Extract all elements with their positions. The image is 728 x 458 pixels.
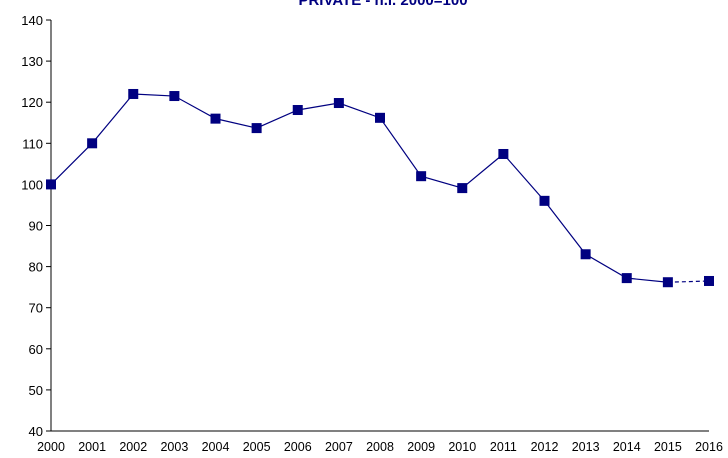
marker [251,123,262,134]
y-tick-label: 80 [29,260,43,275]
x-tick-label: 2000 [37,440,65,454]
x-tick-label: 2015 [654,440,682,454]
y-tick-label: 100 [21,177,43,192]
y-tick-label: 40 [29,424,43,439]
x-tick-label: 2011 [490,440,517,454]
x-tick-label: 2008 [366,440,394,454]
y-tick-label: 90 [29,219,43,234]
x-tick-label: 2007 [325,440,353,454]
y-tick-label: 70 [29,301,43,316]
y-tick-label: 130 [21,54,43,69]
marker [169,91,180,102]
chart-title: PRIVATE - n.i. 2000=100 [298,0,467,9]
y-tick-label: 60 [29,342,43,357]
x-tick-label: 2003 [160,440,188,454]
x-tick-label: 2004 [202,440,230,454]
x-tick-label: 2012 [531,440,559,454]
marker [539,195,550,206]
series-line [50,93,668,283]
marker [580,249,591,260]
series-line-dashed [667,280,710,283]
marker [375,112,385,123]
marker [333,98,344,109]
y-tick-label: 50 [29,383,43,398]
x-tick-label: 2002 [119,440,147,454]
marker [210,113,221,124]
x-tick-label: 2014 [613,440,641,454]
x-tick-label: 2006 [284,440,312,454]
marker [46,179,56,190]
marker [662,277,673,288]
y-tick-label: 110 [22,136,43,151]
y-tick-label: 120 [21,95,43,110]
x-tick-label: 2016 [695,440,723,454]
marker [87,138,98,149]
marker [498,148,509,159]
marker [416,171,427,182]
marker [621,273,632,284]
marker [457,183,468,194]
x-tick-label: 2009 [407,440,435,454]
marker [704,275,714,286]
marker [128,88,139,99]
marker [292,105,303,116]
y-tick-label: 140 [21,13,43,28]
x-tick-label: 2005 [243,440,271,454]
x-tick-label: 2013 [572,440,600,454]
x-tick-label: 2001 [78,440,106,454]
x-tick-label: 2010 [448,440,476,454]
